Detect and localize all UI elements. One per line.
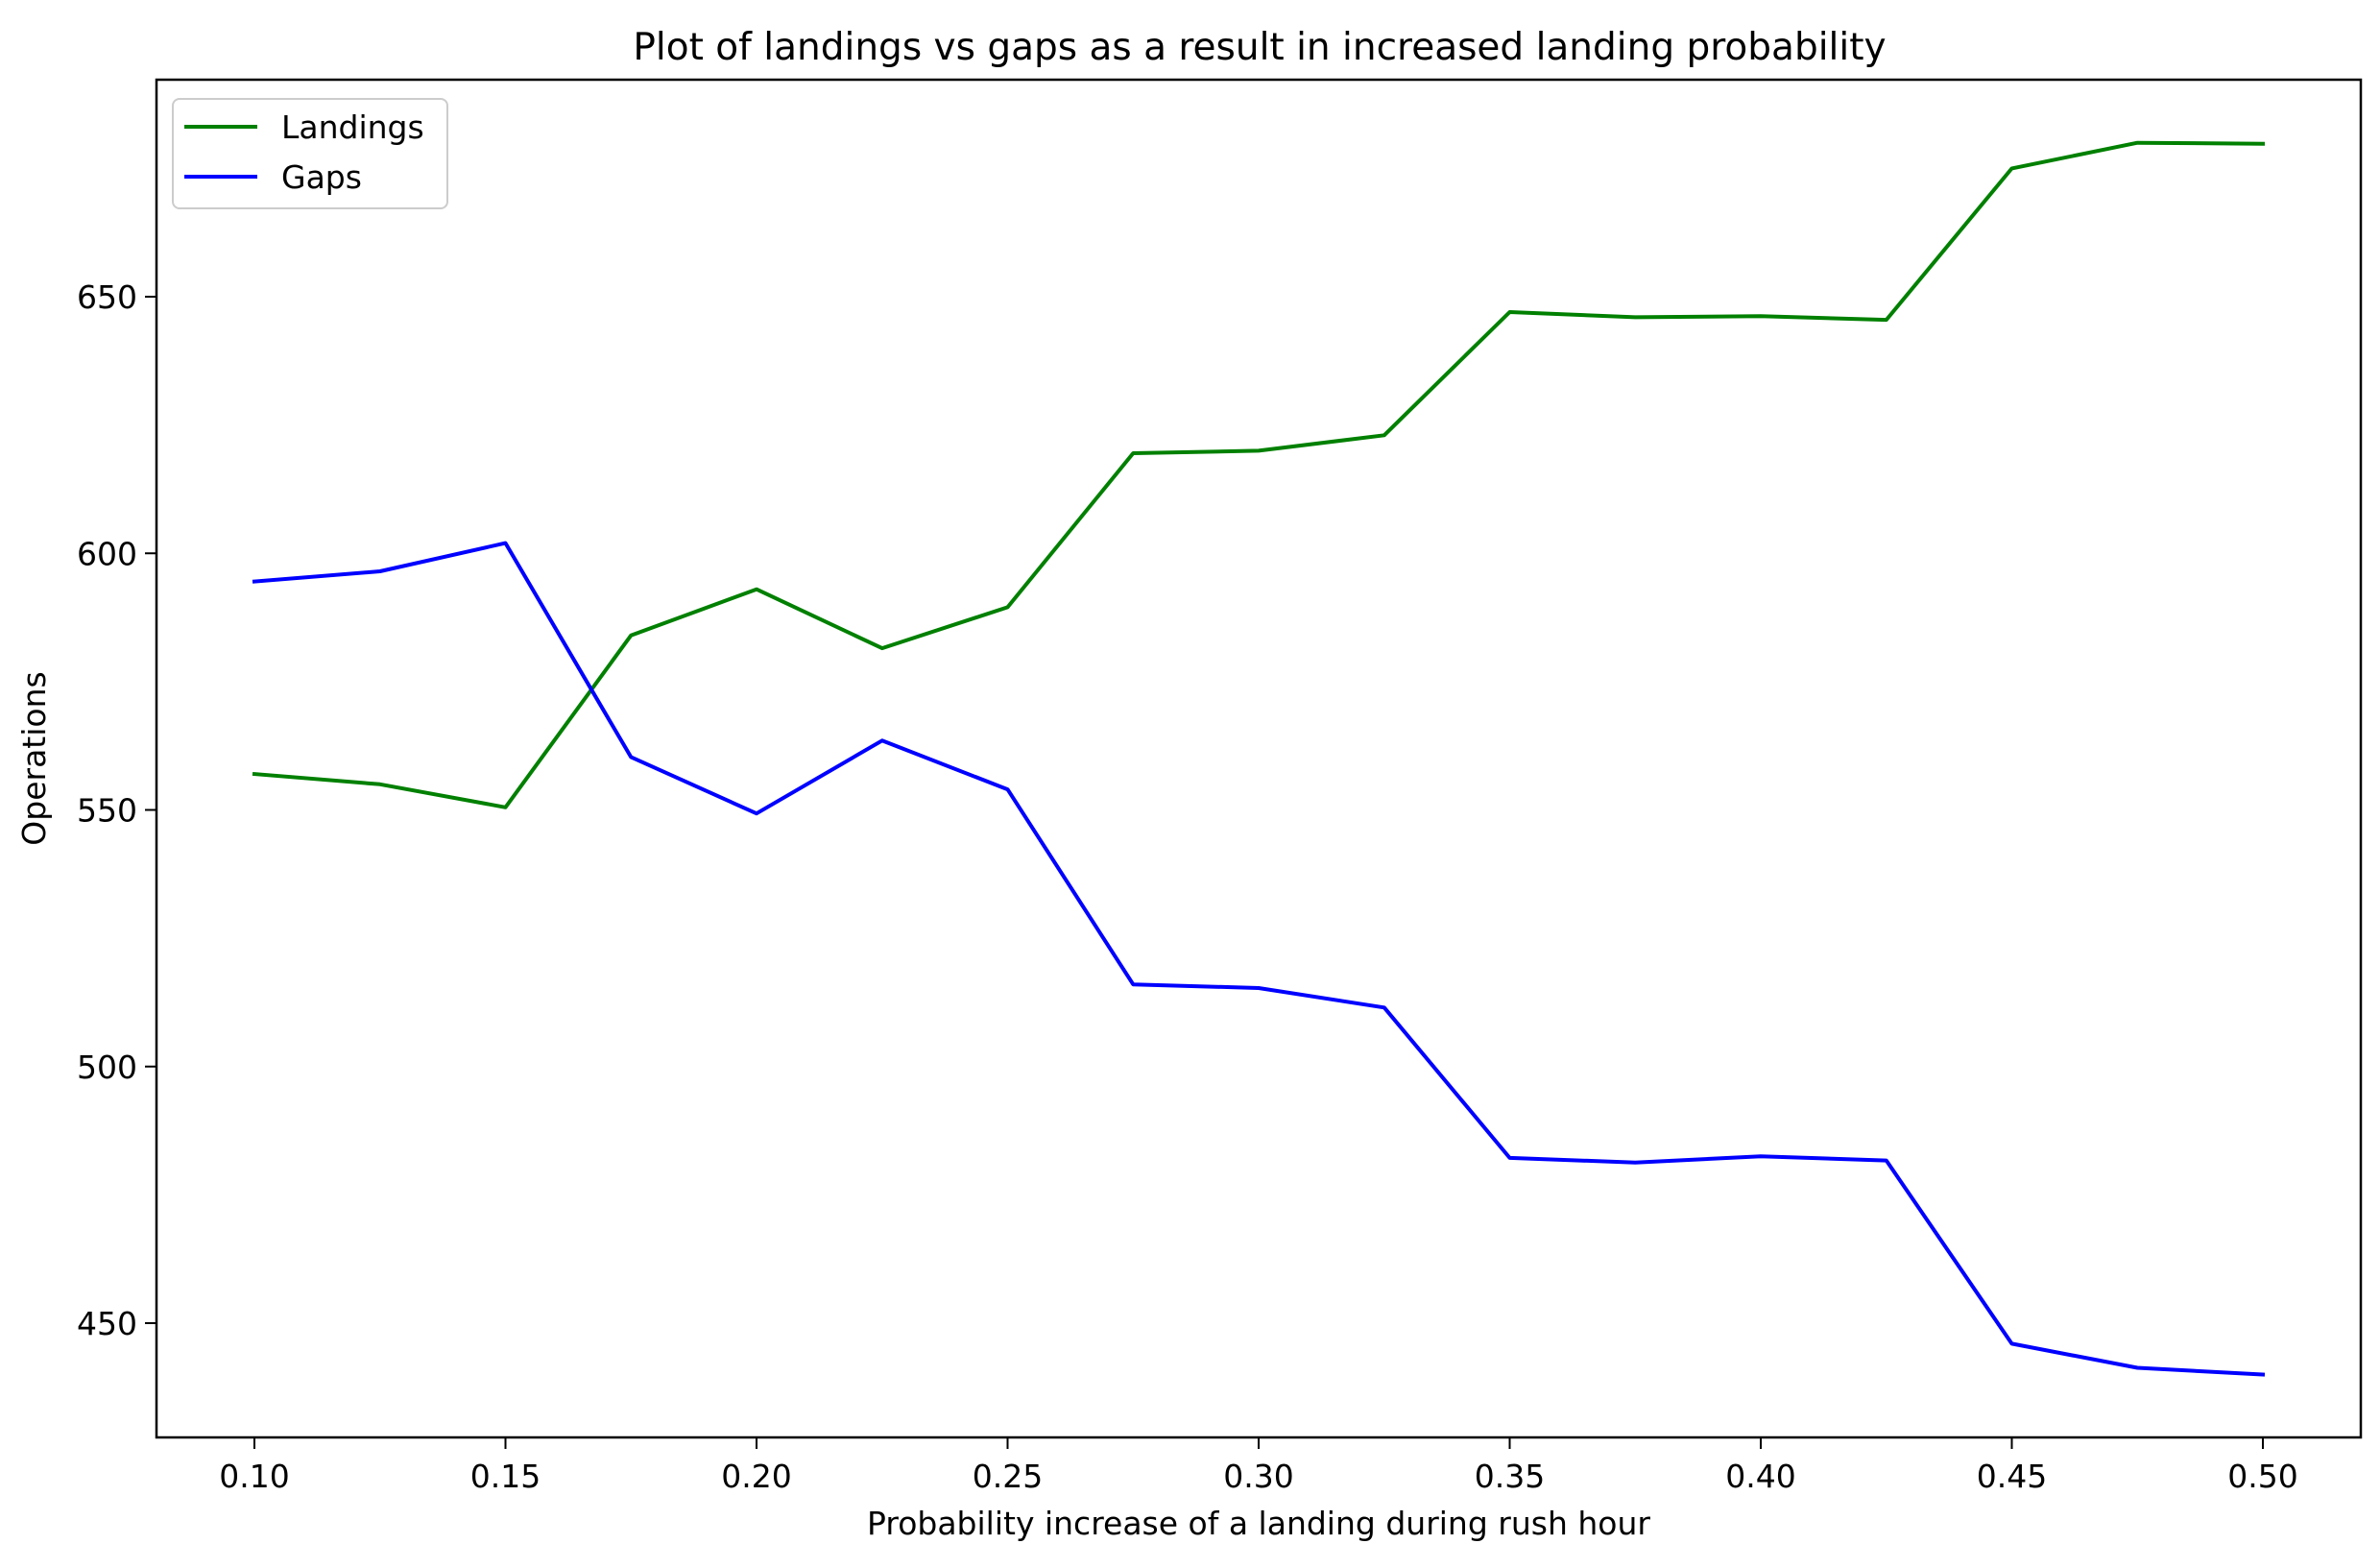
x-tick-label: 0.25 <box>973 1458 1043 1495</box>
x-tick-label: 0.50 <box>2227 1458 2297 1495</box>
y-axis: 450 500 550 600 650 <box>77 278 156 1342</box>
plot-frame <box>155 78 2363 1439</box>
y-tick-label: 650 <box>77 278 137 316</box>
y-tick-label: 500 <box>77 1049 137 1086</box>
x-axis: 0.10 0.15 0.20 0.25 0.30 0.35 0.40 0.45 0.50 <box>219 1437 2298 1495</box>
x-tick-label: 0.10 <box>219 1458 289 1495</box>
series-lines <box>252 140 2266 1377</box>
y-axis-label: Operations <box>15 671 53 845</box>
x-tick-label: 0.35 <box>1475 1458 1545 1495</box>
x-tick-label: 0.45 <box>1977 1458 2047 1495</box>
legend-gaps-label: Gaps <box>281 158 362 196</box>
series-line-landings <box>252 140 2266 809</box>
x-tick-label: 0.40 <box>1725 1458 1795 1495</box>
y-tick-label: 600 <box>77 535 137 572</box>
x-tick-label: 0.30 <box>1223 1458 1293 1495</box>
x-tick-label: 0.20 <box>721 1458 791 1495</box>
legend-landings-label: Landings <box>281 109 424 146</box>
chart-title: Plot of landings vs gaps as a result in … <box>633 26 1886 69</box>
y-tick-label: 450 <box>77 1305 137 1342</box>
legend: Landings Gaps <box>172 98 448 209</box>
y-tick-label: 550 <box>77 792 137 830</box>
x-tick-label: 0.15 <box>470 1458 541 1495</box>
series-line-gaps <box>252 541 2266 1377</box>
x-axis-label: Probability increase of a landing during… <box>867 1505 1650 1542</box>
